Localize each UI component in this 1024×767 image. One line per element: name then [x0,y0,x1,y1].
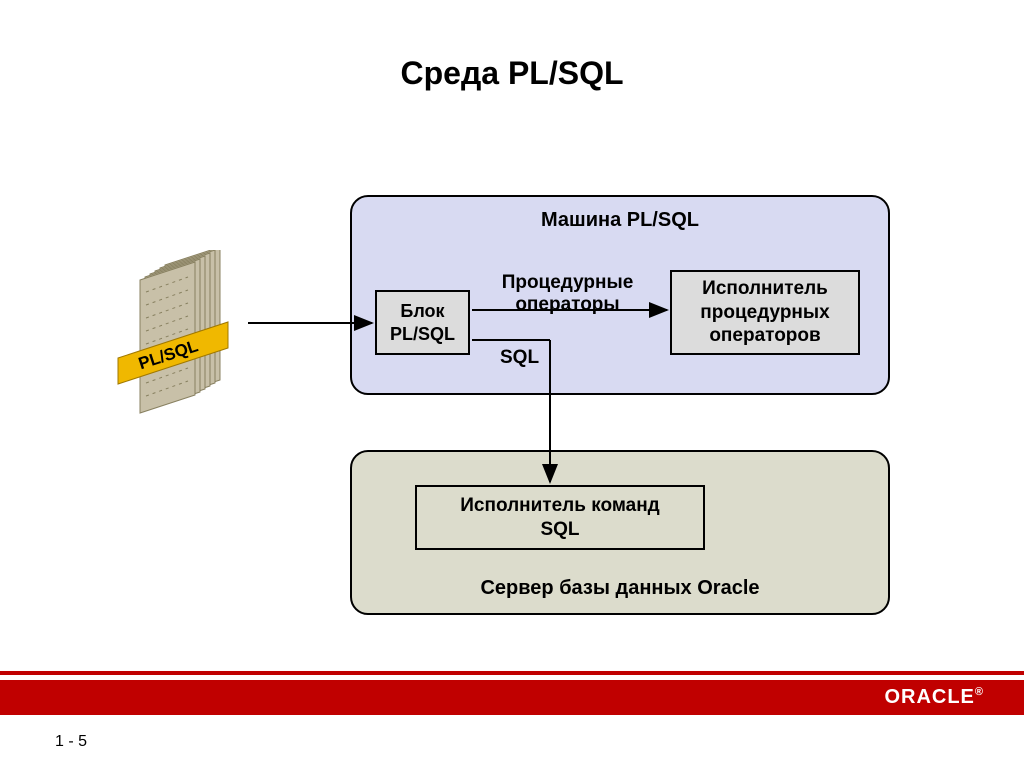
slide-title: Среда PL/SQL [0,55,1024,92]
arrows [110,195,910,645]
red-accent-line [0,671,1024,675]
diagram: PL/SQL Машина PL/SQL Блок PL/SQL Процеду… [110,195,910,645]
oracle-logo: ORACLE® [884,686,984,709]
red-footer-bar [0,680,1024,715]
page-number: 1 - 5 [55,733,87,751]
